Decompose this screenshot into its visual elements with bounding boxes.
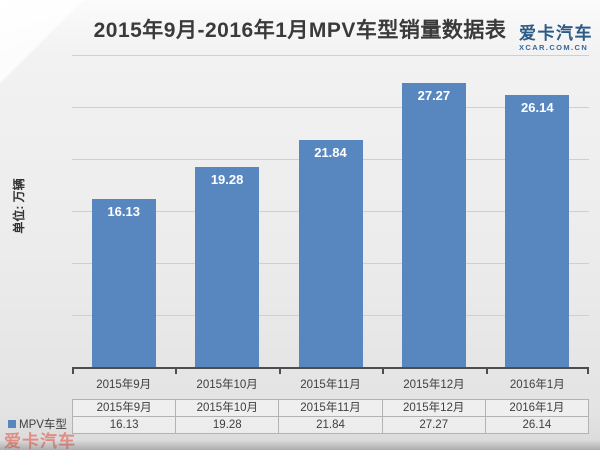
axis-tick [485, 369, 488, 374]
bar-value-label: 27.27 [417, 88, 451, 104]
x-axis-label: 2015年12月 [403, 379, 465, 391]
bar: 21.84 [298, 139, 363, 367]
axis-tick [72, 369, 74, 374]
x-axis-label: 2015年11月 [300, 379, 361, 391]
axis-tick [278, 369, 281, 374]
bar: 27.27 [401, 83, 466, 367]
bar-value-label: 26.14 [521, 100, 554, 116]
bottom-shade [0, 440, 600, 450]
table-header-row: 2015年9月 2015年10月 2015年11月 2015年12月 2016年1月 [73, 400, 588, 417]
bar-value-label: 19.28 [210, 171, 244, 187]
legend-label: MPV车型 [19, 419, 67, 431]
xcar-logo-site: XCAR.COM.CN [519, 43, 589, 52]
table-header-cell: 2015年10月 [176, 400, 280, 416]
red-watermark: 爱卡汽车 [4, 427, 76, 450]
gridline [72, 107, 589, 108]
table-value-cell: 21.84 [279, 417, 383, 433]
table-header-cell: 2016年1月 [509, 402, 565, 414]
data-table: 2015年9月 2015年10月 2015年11月 2015年12月 2016年1月 1… [72, 399, 589, 434]
series-legend: MPV车型 [8, 416, 67, 432]
table-value-row: 16.13 19.28 21.84 27.27 26.14 [73, 417, 588, 433]
y-axis-title: 单位: 万辆 [12, 178, 26, 234]
chart-title: 2015年9月-2016年1月MPV车型销量数据表 [93, 19, 507, 42]
plot-area: 16.13 19.28 21.84 27.27 26.14 [72, 55, 589, 367]
xcar-logo-name: 爱卡汽车 [519, 24, 593, 43]
x-axis-label: 2015年9月 [96, 379, 152, 391]
table-value-cell: 26.14 [522, 419, 552, 431]
table-value-cell: 16.13 [73, 417, 177, 433]
bar: 19.28 [195, 166, 260, 367]
x-axis-labels: 2015年9月 2015年10月 2015年11月 2015年12月 2016年1月 [72, 376, 589, 392]
xcar-logo: 爱卡汽车 XCAR.COM.CN [519, 25, 593, 52]
axis-tick [175, 369, 178, 374]
x-axis-label: 2016年1月 [509, 379, 565, 391]
bar-value-label: 16.13 [107, 204, 140, 220]
table-header-cell: 2015年12月 [383, 400, 486, 416]
axis-tick [382, 369, 385, 374]
axis-tick [587, 369, 589, 374]
x-axis-label: 2015年10月 [196, 379, 258, 391]
x-axis-line [72, 367, 589, 374]
bar: 26.14 [505, 95, 570, 367]
gridline [72, 55, 589, 56]
bar-value-label: 21.84 [314, 144, 347, 160]
table-header-cell: 2015年9月 [73, 400, 177, 416]
table-value-cell: 27.27 [383, 417, 486, 433]
table-value-cell: 19.28 [176, 417, 280, 433]
table-header-cell: 2015年11月 [279, 400, 383, 416]
legend-key-swatch-icon [8, 420, 16, 428]
bar: 16.13 [91, 199, 156, 367]
